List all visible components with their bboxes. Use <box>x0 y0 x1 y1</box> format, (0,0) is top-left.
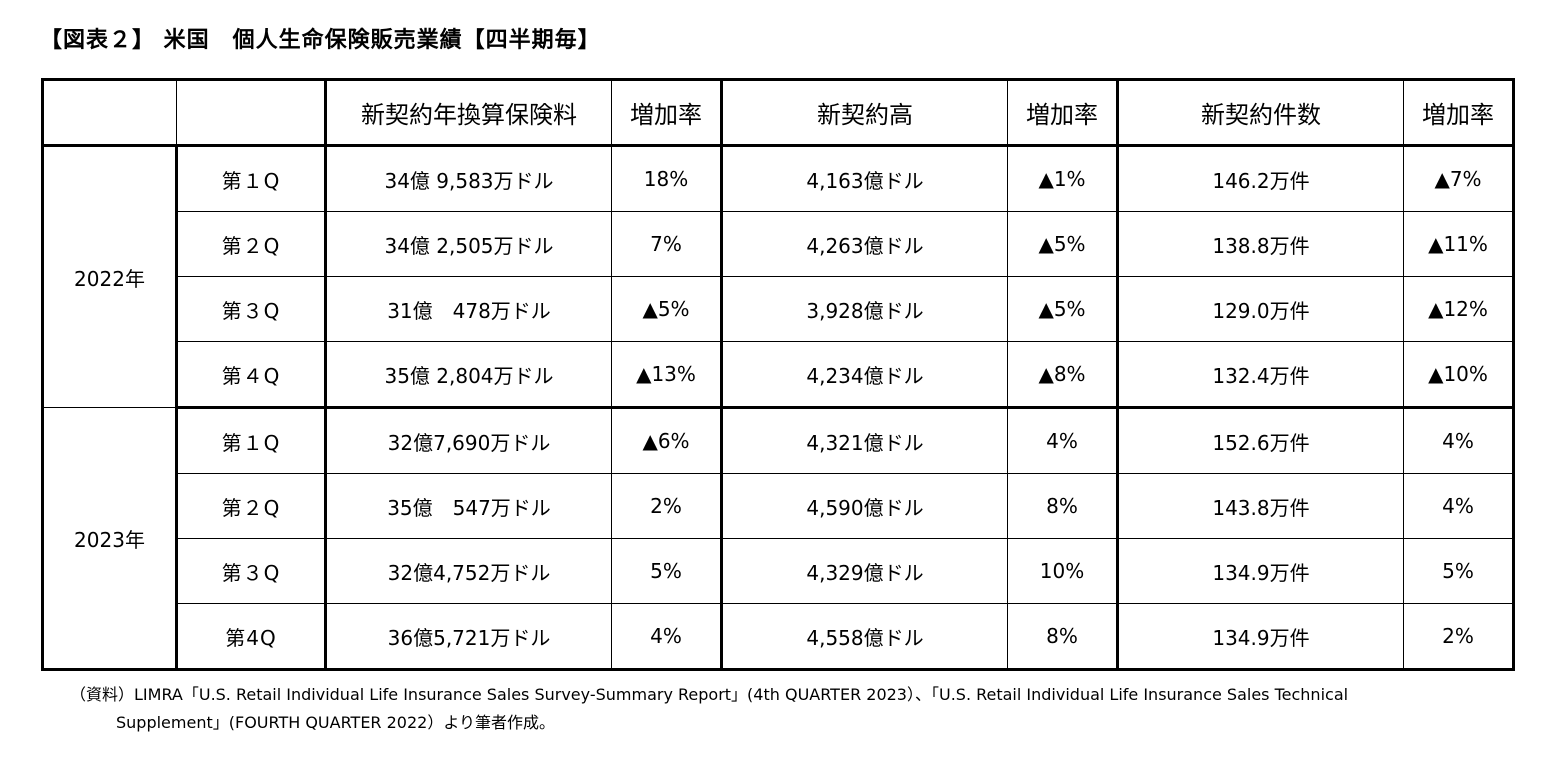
premium-growth-cell: 5% <box>611 538 723 604</box>
count-growth-cell: ▲10% <box>1403 341 1514 409</box>
header-face-amount: 新契約高 <box>721 79 1008 147</box>
table-row: 第２Q 35億 547万ドル 2% 4,590億ドル 8% 143.8万件 4% <box>43 473 1514 539</box>
count-cell: 129.0万件 <box>1117 276 1404 342</box>
premium-cell: 36億5,721万ドル <box>325 603 612 670</box>
face-cell: 4,234億ドル <box>721 341 1008 409</box>
premium-growth-cell: 2% <box>611 473 723 539</box>
header-blank-quarter <box>176 79 327 147</box>
source-note: （資料）LIMRA「U.S. Retail Individual Life In… <box>70 681 1510 737</box>
count-growth-cell: ▲12% <box>1403 276 1514 342</box>
face-cell: 4,329億ドル <box>721 538 1008 604</box>
face-cell: 4,321億ドル <box>721 407 1008 474</box>
year-label-2023: 2023年 <box>42 407 178 670</box>
sales-table-container: 新契約年換算保険料 増加率 新契約高 増加率 新契約件数 増加率 2022年 第… <box>41 78 1515 671</box>
header-policy-count: 新契約件数 <box>1117 79 1404 147</box>
table-row: 2022年 第１Q 34億 9,583万ドル 18% 4,163億ドル ▲1% … <box>42 145 1514 408</box>
quarter-label: 第３Q <box>176 276 327 342</box>
premium-cell: 32億4,752万ドル <box>325 538 612 604</box>
count-cell: 134.9万件 <box>1117 538 1404 604</box>
face-growth-cell: 10% <box>1007 538 1119 604</box>
premium-growth-cell: ▲13% <box>611 341 723 409</box>
premium-cell: 34億 9,583万ドル <box>325 145 612 212</box>
table-row: 2023年 第１Q 32億7,690万ドル ▲6% 4,321億ドル 4% 15… <box>42 407 1514 670</box>
premium-growth-cell: ▲6% <box>611 407 723 474</box>
quarter-label: 第４Q <box>176 341 327 409</box>
quarter-label: 第１Q <box>176 407 327 474</box>
face-growth-cell: ▲8% <box>1007 341 1119 409</box>
premium-cell: 32億7,690万ドル <box>325 407 612 474</box>
count-growth-cell: 5% <box>1403 538 1514 604</box>
header-growth-count: 増加率 <box>1403 79 1514 147</box>
source-note-line-2: Supplement」(FOURTH QUARTER 2022）より筆者作成。 <box>116 713 556 732</box>
face-growth-cell: 8% <box>1007 603 1119 670</box>
face-growth-cell: ▲5% <box>1007 211 1119 277</box>
face-cell: 3,928億ドル <box>721 276 1008 342</box>
face-growth-cell: 4% <box>1007 407 1119 474</box>
quarter-label: 第２Q <box>176 473 327 539</box>
premium-growth-cell: 7% <box>611 211 723 277</box>
table-row: 第３Q 32億4,752万ドル 5% 4,329億ドル 10% 134.9万件 … <box>43 538 1514 604</box>
count-cell: 143.8万件 <box>1117 473 1404 539</box>
table-header-row: 新契約年換算保険料 増加率 新契約高 増加率 新契約件数 増加率 <box>42 79 1514 147</box>
face-cell: 4,263億ドル <box>721 211 1008 277</box>
count-growth-cell: 4% <box>1403 407 1514 474</box>
table-row: 第２Q 34億 2,505万ドル 7% 4,263億ドル ▲5% 138.8万件… <box>43 211 1514 277</box>
premium-growth-cell: 18% <box>611 145 723 212</box>
face-cell: 4,163億ドル <box>721 145 1008 212</box>
count-cell: 146.2万件 <box>1117 145 1404 212</box>
header-blank-year <box>42 79 177 147</box>
quarter-label: 第１Q <box>176 145 327 212</box>
premium-growth-cell: 4% <box>611 603 723 670</box>
header-annualized-premium: 新契約年換算保険料 <box>325 79 612 147</box>
face-cell: 4,558億ドル <box>721 603 1008 670</box>
quarter-label: 第３Q <box>176 538 327 604</box>
figure-title: 【図表２】 米国 個人生命保険販売業績【四半期毎】 <box>40 28 601 53</box>
premium-cell: 34億 2,505万ドル <box>325 211 612 277</box>
table-row: 第4Q 36億5,721万ドル 4% 4,558億ドル 8% 134.9万件 2… <box>43 603 1514 670</box>
table-row: 第３Q 31億 478万ドル ▲5% 3,928億ドル ▲5% 129.0万件 … <box>43 276 1514 342</box>
count-cell: 138.8万件 <box>1117 211 1404 277</box>
premium-cell: 31億 478万ドル <box>325 276 612 342</box>
premium-cell: 35億 547万ドル <box>325 473 612 539</box>
quarter-label: 第4Q <box>176 603 327 670</box>
count-growth-cell: 4% <box>1403 473 1514 539</box>
source-note-line-1: （資料）LIMRA「U.S. Retail Individual Life In… <box>70 685 1349 704</box>
count-cell: 132.4万件 <box>1117 341 1404 409</box>
sales-table: 新契約年換算保険料 増加率 新契約高 増加率 新契約件数 増加率 2022年 第… <box>41 78 1515 671</box>
header-growth-premium: 増加率 <box>611 79 723 147</box>
table-row: 第４Q 35億 2,804万ドル ▲13% 4,234億ドル ▲8% 132.4… <box>43 341 1514 409</box>
count-growth-cell: ▲7% <box>1403 145 1514 212</box>
header-growth-face: 増加率 <box>1007 79 1119 147</box>
quarter-label: 第２Q <box>176 211 327 277</box>
count-growth-cell: ▲11% <box>1403 211 1514 277</box>
face-cell: 4,590億ドル <box>721 473 1008 539</box>
premium-growth-cell: ▲5% <box>611 276 723 342</box>
face-growth-cell: ▲1% <box>1007 145 1119 212</box>
year-label-2022: 2022年 <box>42 145 178 408</box>
count-cell: 134.9万件 <box>1117 603 1404 670</box>
count-growth-cell: 2% <box>1403 603 1514 670</box>
premium-cell: 35億 2,804万ドル <box>325 341 612 409</box>
face-growth-cell: ▲5% <box>1007 276 1119 342</box>
count-cell: 152.6万件 <box>1117 407 1404 474</box>
face-growth-cell: 8% <box>1007 473 1119 539</box>
